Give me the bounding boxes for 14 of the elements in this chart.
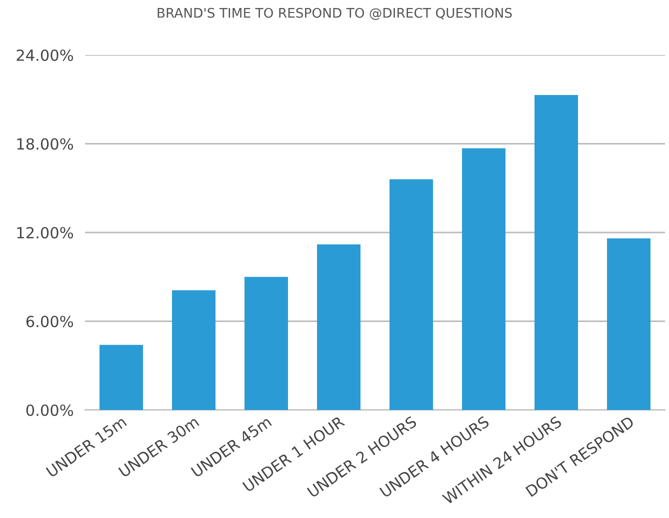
y-tick-label: 0.00%: [26, 404, 74, 416]
bar: [244, 276, 288, 410]
chart-title: BRAND'S TIME TO RESPOND TO @DIRECT QUESTIONS: [158, 8, 512, 20]
bar: [607, 238, 650, 410]
y-tick-label: 6.00%: [26, 316, 74, 328]
y-tick-label: 24.00%: [16, 49, 74, 62]
y-tick-label: 12.00%: [17, 226, 74, 239]
bar: [172, 290, 216, 410]
y-tick-label: 18.00%: [17, 138, 74, 150]
bar: [462, 148, 506, 410]
bar: [390, 179, 433, 410]
bar: [317, 244, 360, 410]
bar: [100, 344, 143, 410]
bar: [534, 94, 578, 410]
